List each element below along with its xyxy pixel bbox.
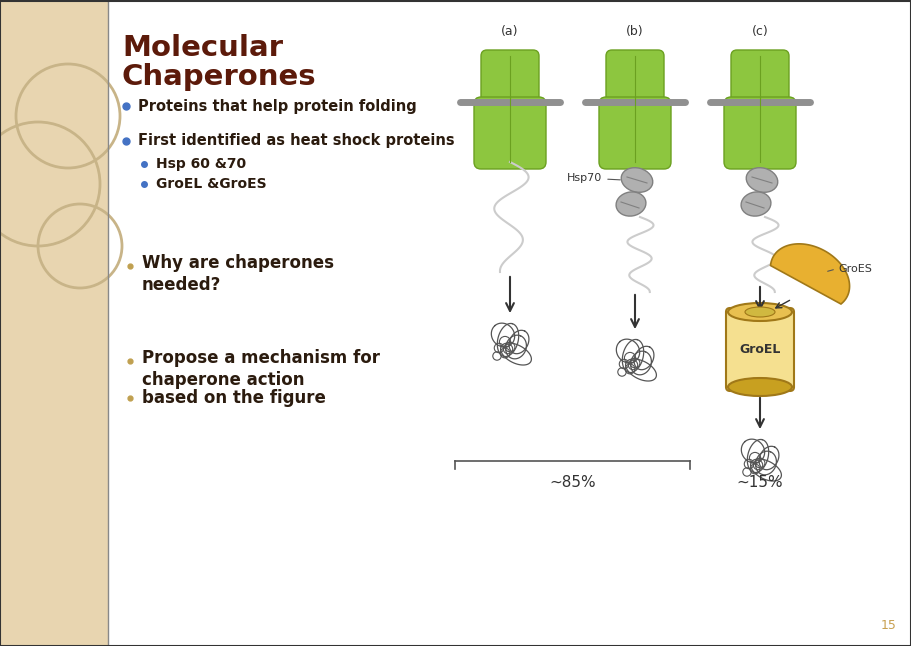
Ellipse shape: [741, 192, 770, 216]
Text: Why are chaperones: Why are chaperones: [142, 254, 333, 272]
Text: 15: 15: [880, 619, 896, 632]
FancyBboxPatch shape: [725, 308, 793, 391]
Text: Propose a mechanism for: Propose a mechanism for: [142, 349, 380, 367]
Text: (b): (b): [626, 25, 643, 38]
Text: ~85%: ~85%: [548, 475, 595, 490]
Text: GroEL &GroES: GroEL &GroES: [156, 177, 266, 191]
Polygon shape: [770, 244, 849, 304]
Text: needed?: needed?: [142, 276, 221, 294]
FancyBboxPatch shape: [605, 50, 663, 102]
Text: GroEL: GroEL: [739, 343, 780, 356]
Text: based on the figure: based on the figure: [142, 389, 325, 407]
Text: Molecular: Molecular: [122, 34, 282, 62]
Ellipse shape: [616, 192, 645, 216]
FancyBboxPatch shape: [723, 97, 795, 169]
Text: GroES: GroES: [837, 264, 871, 274]
Text: Hsp70: Hsp70: [567, 173, 619, 183]
Ellipse shape: [727, 378, 791, 396]
Text: Hsp 60 &70: Hsp 60 &70: [156, 157, 246, 171]
Text: (c): (c): [751, 25, 768, 38]
Ellipse shape: [744, 307, 774, 317]
FancyBboxPatch shape: [731, 50, 788, 102]
Text: (a): (a): [501, 25, 518, 38]
Text: Proteins that help protein folding: Proteins that help protein folding: [138, 98, 416, 114]
Text: chaperone action: chaperone action: [142, 371, 304, 389]
FancyBboxPatch shape: [474, 97, 546, 169]
Text: ~15%: ~15%: [736, 475, 783, 490]
Bar: [0, 0, 107, 646]
FancyBboxPatch shape: [480, 50, 538, 102]
Ellipse shape: [745, 168, 777, 193]
Ellipse shape: [620, 168, 652, 193]
FancyBboxPatch shape: [599, 97, 670, 169]
Text: Chaperones: Chaperones: [122, 63, 316, 91]
Text: First identified as heat shock proteins: First identified as heat shock proteins: [138, 134, 454, 149]
Ellipse shape: [727, 303, 791, 321]
